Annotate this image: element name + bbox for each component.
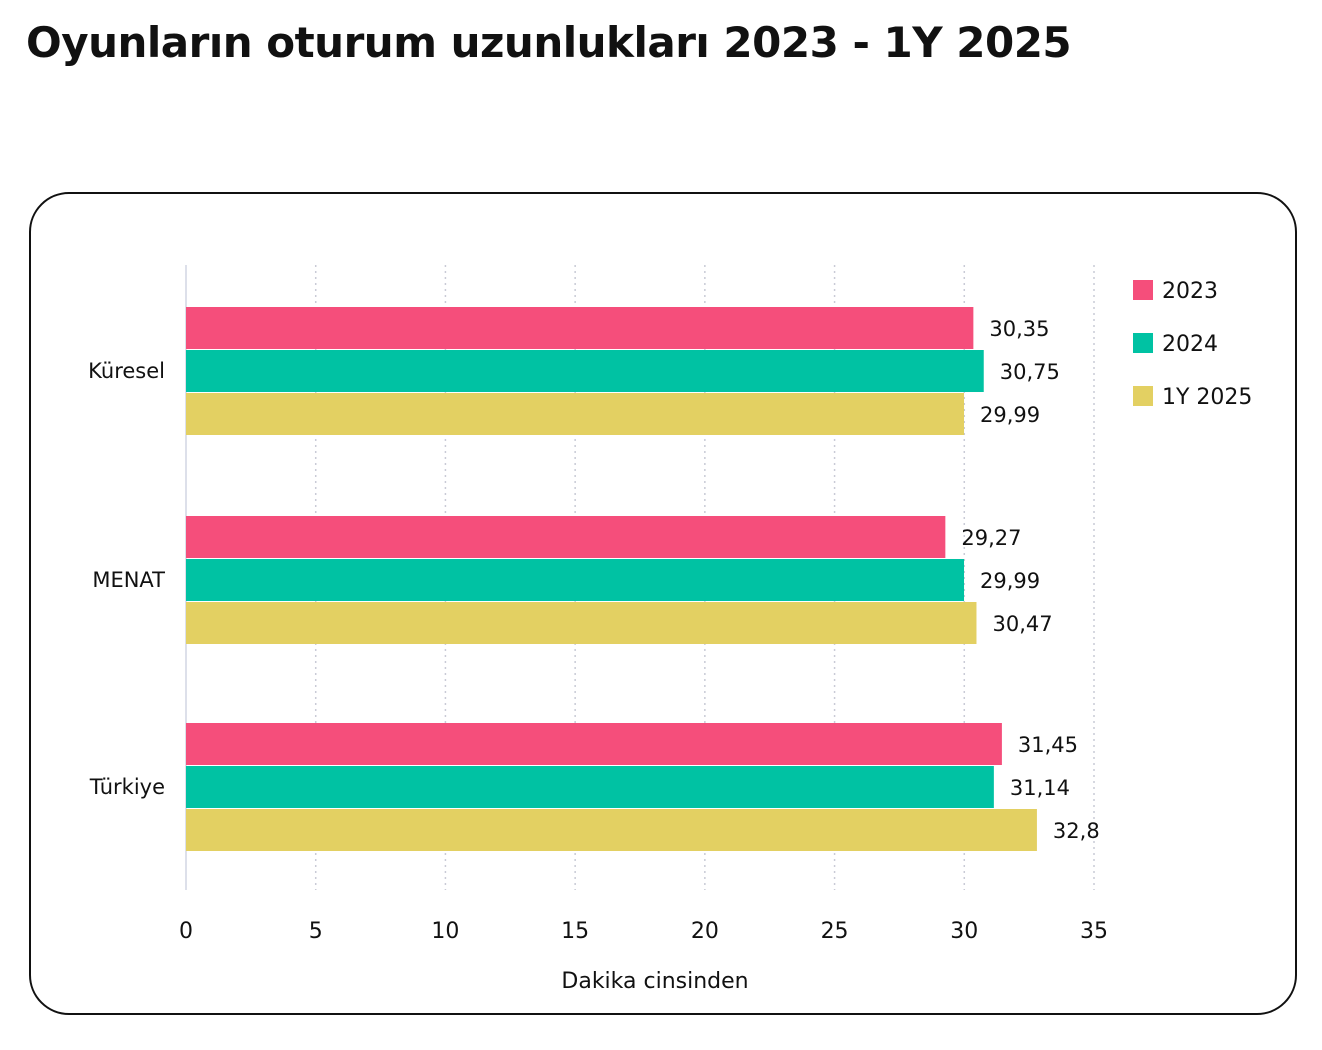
x-tick-label: 20 — [691, 919, 719, 944]
data-label: 30,35 — [989, 317, 1049, 341]
bar-1y-2025 — [186, 393, 965, 435]
bar-2024 — [186, 766, 994, 808]
category-label: Küresel — [88, 359, 165, 383]
x-tick-label: 0 — [179, 919, 193, 944]
chart-title: Oyunların oturum uzunlukları 2023 - 1Y 2… — [26, 18, 1072, 67]
legend-swatch — [1133, 386, 1153, 406]
category-label: MENAT — [92, 568, 165, 592]
category-label: Türkiye — [89, 775, 165, 799]
bar-2023 — [186, 723, 1002, 765]
x-tick-label: 15 — [561, 919, 589, 944]
data-label: 31,45 — [1018, 733, 1078, 757]
data-label: 31,14 — [1010, 776, 1070, 800]
x-tick-label: 10 — [431, 919, 459, 944]
x-tick-label: 30 — [950, 919, 978, 944]
legend-label: 1Y 2025 — [1162, 385, 1252, 410]
x-axis-label: Dakika cinsinden — [561, 969, 748, 994]
bar-2024 — [186, 559, 965, 601]
legend-label: 2024 — [1162, 332, 1218, 357]
bar-1y-2025 — [186, 809, 1037, 851]
bar-2023 — [186, 516, 946, 558]
chart-card — [29, 192, 1297, 1015]
x-tick-label: 35 — [1080, 919, 1108, 944]
data-label: 29,27 — [961, 526, 1021, 550]
data-label: 29,99 — [980, 403, 1040, 427]
data-label: 30,75 — [1000, 360, 1060, 384]
bar-2024 — [186, 350, 984, 392]
bar-1y-2025 — [186, 602, 977, 644]
data-label: 29,99 — [980, 569, 1040, 593]
legend-swatch — [1133, 333, 1153, 353]
x-tick-label: 25 — [821, 919, 849, 944]
legend-swatch — [1133, 280, 1153, 300]
x-tick-label: 5 — [309, 919, 323, 944]
legend-label: 2023 — [1162, 279, 1218, 304]
data-label: 30,47 — [992, 612, 1052, 636]
data-label: 32,8 — [1053, 819, 1100, 843]
bar-2023 — [186, 307, 974, 349]
